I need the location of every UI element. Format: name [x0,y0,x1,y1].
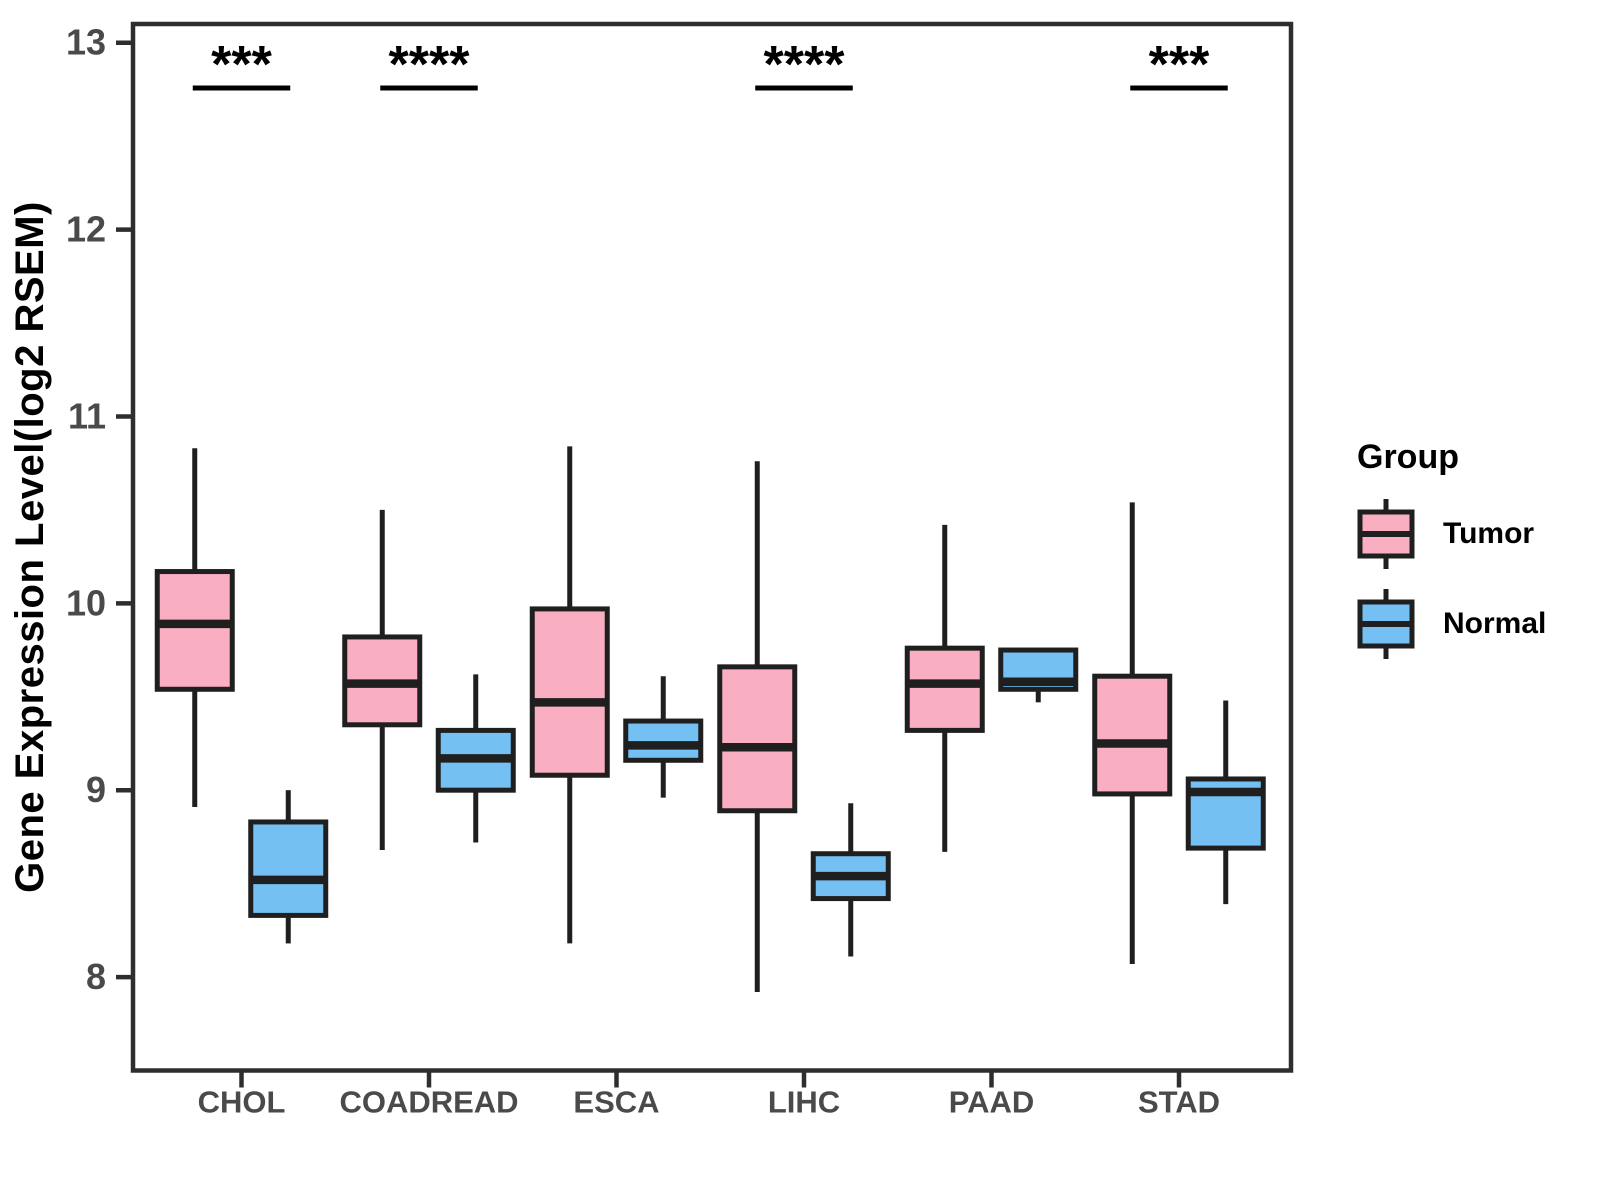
legend-label-normal: Normal [1443,607,1547,640]
box-Tumor-CHOL [154,569,235,692]
x-label-LIHC: LIHC [768,1085,840,1120]
significance-stars-CHOL: *** [211,36,272,94]
legend-label-tumor: Tumor [1443,517,1535,550]
y-axis-title: Gene Expression Level(log2 RSEM) [8,201,52,893]
legend-item-normal: Normal [1357,589,1546,659]
y-tick-label-11: 11 [68,395,106,436]
significance-stars-STAD: *** [1149,36,1210,94]
x-label-CHOL: CHOL [198,1085,286,1120]
legend: Group Tumor Normal [1357,438,1546,665]
significance-stars-COADREAD: **** [389,36,471,94]
y-tick-label-8: 8 [86,956,106,997]
y-tick-label-9: 9 [86,769,106,810]
box-Tumor-PAAD [904,645,985,733]
legend-item-tumor: Tumor [1357,499,1546,569]
box-Tumor-STAD [1092,673,1173,797]
y-tick-label-12: 12 [66,209,106,250]
significance-stars-LIHC: **** [764,36,846,94]
y-tick-label-13: 13 [66,22,106,63]
tumor-boxplot-key-icon [1357,499,1415,569]
box-Normal-ESCA [623,718,704,763]
x-label-STAD: STAD [1138,1085,1220,1120]
box-Tumor-ESCA [529,606,610,778]
y-tick-label-10: 10 [66,582,106,623]
box-Normal-CHOL [248,819,329,918]
x-label-COADREAD: COADREAD [339,1085,518,1120]
legend-title: Group [1357,438,1459,476]
x-label-PAAD: PAAD [949,1085,1035,1120]
box-Tumor-LIHC [717,664,798,814]
normal-boxplot-key-icon [1357,589,1415,659]
x-label-ESCA: ESCA [573,1085,659,1120]
